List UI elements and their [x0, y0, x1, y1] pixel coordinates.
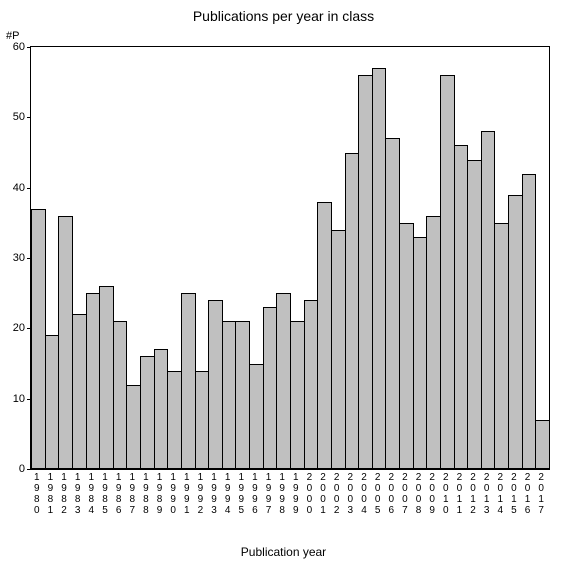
xtick-label: 1993 [207, 472, 221, 516]
bar [290, 321, 305, 469]
xtick-label: 1986 [112, 472, 126, 516]
bar [494, 223, 509, 469]
bar [45, 335, 60, 469]
bar [181, 293, 196, 469]
bar [58, 216, 73, 469]
bar [263, 307, 278, 469]
bar [222, 321, 237, 469]
xtick-label: 2012 [466, 472, 480, 516]
bar [208, 300, 223, 469]
bar [99, 286, 114, 469]
chart-container: Publications per year in class #P 010203… [0, 0, 567, 567]
xtick-label: 2015 [507, 472, 521, 516]
xtick-label: 1985 [98, 472, 112, 516]
xtick-label: 2016 [521, 472, 535, 516]
xtick-label: 1984 [85, 472, 99, 516]
bar [276, 293, 291, 469]
xtick-label: 2007 [398, 472, 412, 516]
xtick-label: 1989 [153, 472, 167, 516]
xtick-label: 2013 [480, 472, 494, 516]
bar [399, 223, 414, 469]
bar [440, 75, 455, 469]
plot-area: 0102030405060 [30, 46, 550, 470]
bar [358, 75, 373, 469]
bar [72, 314, 87, 469]
xtick-label: 2004 [357, 472, 371, 516]
xtick-label: 1980 [30, 472, 44, 516]
xtick-label: 2000 [303, 472, 317, 516]
xtick-label: 2017 [534, 472, 548, 516]
xtick-label: 1992 [194, 472, 208, 516]
bar [508, 195, 523, 469]
xaxis-label: Publication year [0, 545, 567, 559]
xtick-label: 1999 [289, 472, 303, 516]
ytick-mark [27, 117, 31, 118]
bar [481, 131, 496, 469]
bar [331, 230, 346, 469]
xtick-label: 1996 [248, 472, 262, 516]
xtick-label: 1983 [71, 472, 85, 516]
bar [249, 364, 264, 470]
xtick-label: 2008 [412, 472, 426, 516]
xtick-label: 1997 [262, 472, 276, 516]
chart-title: Publications per year in class [0, 8, 567, 24]
bar [535, 420, 550, 469]
xtick-label: 1994 [221, 472, 235, 516]
xtick-group: 1980198119821983198419851986198719881989… [30, 472, 550, 532]
xtick-label: 2009 [425, 472, 439, 516]
ytick-mark [27, 469, 31, 470]
bar [317, 202, 332, 469]
bar [86, 293, 101, 469]
xtick-label: 2010 [439, 472, 453, 516]
xtick-label: 1998 [275, 472, 289, 516]
xtick-label: 1982 [57, 472, 71, 516]
bar [345, 153, 360, 470]
xtick-label: 2002 [330, 472, 344, 516]
xtick-label: 2014 [493, 472, 507, 516]
bar [31, 209, 46, 469]
bar [372, 68, 387, 469]
ytick-mark [27, 47, 31, 48]
bar [113, 321, 128, 469]
xtick-label: 2005 [371, 472, 385, 516]
xtick-label: 2011 [453, 472, 467, 516]
bar [140, 356, 155, 469]
bar [426, 216, 441, 469]
bar [413, 237, 428, 469]
bar [467, 160, 482, 469]
bar [126, 385, 141, 469]
xtick-label: 2006 [384, 472, 398, 516]
xtick-label: 1981 [44, 472, 58, 516]
bar [154, 349, 169, 469]
bar [195, 371, 210, 469]
xtick-label: 1988 [139, 472, 153, 516]
xtick-label: 2003 [344, 472, 358, 516]
bar [235, 321, 250, 469]
bar [385, 138, 400, 469]
xtick-label: 1991 [180, 472, 194, 516]
bar [304, 300, 319, 469]
xtick-label: 2001 [316, 472, 330, 516]
ytick-mark [27, 188, 31, 189]
xtick-label: 1990 [166, 472, 180, 516]
bar [522, 174, 537, 469]
bar [167, 371, 182, 469]
bar [454, 145, 469, 469]
xtick-label: 1987 [125, 472, 139, 516]
xtick-label: 1995 [234, 472, 248, 516]
